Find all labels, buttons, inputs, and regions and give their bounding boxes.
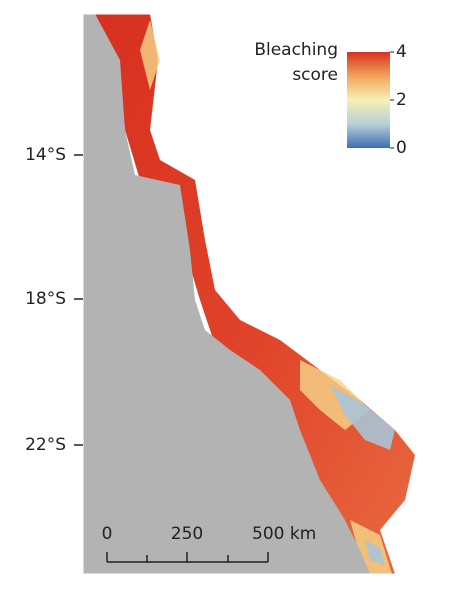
lat-label: 14°S xyxy=(25,145,66,165)
map-frame xyxy=(82,13,433,575)
legend-title: score xyxy=(292,65,338,85)
scale-label: 250 xyxy=(171,524,203,544)
latitude-ticks xyxy=(74,154,83,446)
colorbar xyxy=(347,52,390,148)
legend-tick-label: 4 xyxy=(396,42,407,62)
legend-title: Bleaching xyxy=(254,40,338,60)
legend: Bleaching score 4 2 0 xyxy=(254,40,407,158)
land xyxy=(83,14,370,574)
scale-bar xyxy=(106,552,269,563)
scale-label: 500 km xyxy=(252,524,316,544)
legend-tick-label: 2 xyxy=(396,90,407,110)
scale-label: 0 xyxy=(102,524,113,544)
reef-low-zone xyxy=(330,385,395,565)
legend-tick-label: 0 xyxy=(396,138,407,158)
lat-label: 22°S xyxy=(25,435,66,455)
lat-label: 18°S xyxy=(25,289,66,309)
reef-band xyxy=(95,14,415,574)
